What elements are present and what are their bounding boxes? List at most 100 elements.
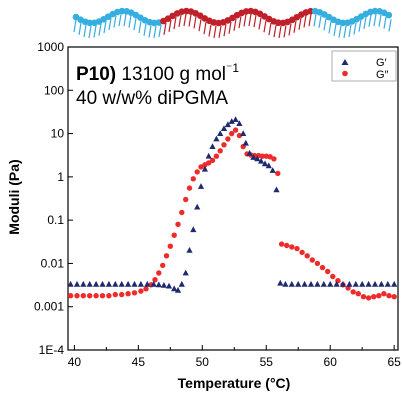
legend-label-g-double-prime: G″ — [376, 69, 389, 81]
data-point-g-double-prime — [259, 153, 266, 159]
data-point-g-prime — [160, 282, 167, 288]
polymer-strand — [198, 19, 202, 32]
data-point-g-prime — [201, 165, 208, 172]
y-axis-title: Moduli (Pa) — [6, 159, 22, 234]
polymer-strand — [363, 16, 367, 29]
data-point-g-double-prime — [314, 260, 321, 267]
axes-frame — [67, 46, 399, 351]
polymer-strand — [98, 23, 102, 36]
data-point-g-prime — [352, 280, 359, 287]
data-point-g-prime — [112, 280, 119, 287]
legend-marker-g-prime — [341, 59, 349, 65]
polymer-strand — [323, 18, 327, 31]
data-point-g-prime — [224, 121, 231, 128]
data-point-g-double-prime — [206, 160, 212, 166]
data-point-g-prime — [391, 280, 398, 287]
data-point-g-double-prime — [87, 293, 93, 299]
polymer-strand — [243, 14, 247, 27]
data-point-g-prime — [307, 280, 315, 287]
annotation: P10) 13100 g mol⁻1 40 w/w% diPGMA — [76, 61, 239, 109]
polymer-strand — [108, 17, 112, 31]
data-point-g-double-prime — [213, 153, 220, 159]
polymer-strand — [138, 20, 142, 34]
data-point-g-prime — [273, 186, 280, 193]
data-point-g-prime — [165, 282, 173, 289]
data-point-g-prime — [155, 281, 162, 288]
data-point-g-double-prime — [225, 136, 231, 142]
data-point-g-double-prime — [190, 176, 196, 182]
data-point-g-double-prime — [221, 142, 227, 148]
y-tick-label: 0.01 — [41, 256, 65, 270]
x-tick-label: 50 — [196, 355, 210, 369]
data-point-g-prime — [339, 280, 347, 287]
data-point-g-double-prime — [330, 273, 336, 280]
data-point-g-prime — [190, 226, 197, 233]
data-point-g-prime — [384, 280, 391, 287]
polymer-strand — [178, 14, 182, 28]
polymer-strand — [378, 14, 382, 27]
data-point-g-prime — [80, 280, 87, 287]
polymer-strand — [208, 24, 212, 37]
data-point-g-prime — [131, 280, 138, 287]
x-axis-title: Temperature (°C) — [178, 375, 291, 391]
data-point-g-prime — [182, 269, 189, 276]
polymer-strand — [93, 25, 97, 38]
data-point-g-prime — [194, 203, 201, 210]
polymer-strand — [158, 24, 162, 38]
data-point-g-double-prime — [284, 242, 290, 249]
data-point-g-double-prime — [175, 221, 181, 227]
data-point-g-double-prime — [325, 268, 331, 275]
data-point-g-double-prime — [112, 291, 119, 298]
data-point-g-double-prime — [371, 294, 377, 300]
polymer-strand — [308, 14, 312, 27]
annotation-line2: 40 w/w% diPGMA — [76, 88, 228, 109]
polymer-strand — [288, 23, 292, 36]
data-point-g-double-prime — [271, 156, 277, 162]
polymer-strand — [118, 14, 122, 27]
data-point-g-prime — [105, 280, 112, 287]
data-point-g-double-prime — [99, 293, 106, 299]
y-tick-label: 0.001 — [34, 300, 64, 314]
svg-text:P10) 13100 g mol⁻1: P10) 13100 g mol⁻1 — [76, 61, 239, 85]
data-point-g-prime — [327, 280, 334, 287]
data-point-g-prime — [125, 280, 132, 287]
data-point-g-double-prime — [365, 295, 372, 301]
y-tick-label: 1 — [57, 170, 64, 184]
data-point-g-double-prime — [171, 232, 177, 238]
polymer-strand — [173, 16, 177, 30]
polymer-strand — [333, 23, 337, 37]
data-point-g-double-prime — [138, 288, 144, 294]
data-point-g-prime — [236, 120, 243, 126]
data-point-g-prime — [254, 155, 261, 162]
data-point-g-prime — [288, 280, 295, 287]
data-point-g-prime — [171, 285, 178, 292]
data-point-g-double-prime — [119, 291, 125, 298]
polymer-strand — [113, 15, 117, 28]
data-point-g-double-prime — [209, 157, 216, 164]
data-point-g-prime — [86, 280, 93, 287]
x-tick-label: 55 — [260, 355, 274, 369]
data-point-g-prime — [242, 139, 249, 146]
data-point-g-prime — [250, 154, 257, 160]
data-point-g-prime — [174, 286, 182, 293]
y-tick-label: 0.1 — [47, 213, 64, 227]
data-point-g-double-prime — [376, 293, 382, 299]
data-point-g-prime — [365, 280, 372, 287]
plot-area — [67, 46, 399, 351]
data-point-g-double-prime — [289, 244, 295, 250]
data-point-g-prime — [246, 149, 253, 156]
polymer-strand — [348, 24, 352, 37]
data-point-g-double-prime — [391, 294, 397, 300]
polymer-strand — [228, 21, 232, 34]
polymer-strand — [303, 15, 307, 28]
data-point-g-prime — [178, 280, 185, 287]
polymer-strand — [298, 17, 302, 30]
data-point-g-prime — [99, 280, 106, 287]
polymer-strand — [88, 25, 92, 39]
polymer-strand — [258, 17, 262, 30]
polymer-strand — [78, 22, 82, 35]
data-point-g-double-prime — [304, 253, 310, 259]
data-point-g-prime — [314, 280, 321, 287]
data-point-g-prime — [150, 280, 157, 287]
legend-label-g-prime: G′ — [376, 57, 387, 69]
